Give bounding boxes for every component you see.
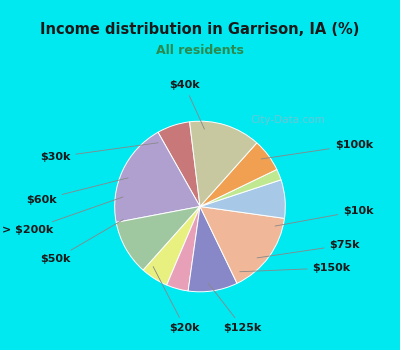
Text: $30k: $30k bbox=[40, 143, 158, 162]
Text: $100k: $100k bbox=[261, 140, 373, 159]
Wedge shape bbox=[200, 169, 281, 206]
Text: > $200k: > $200k bbox=[2, 197, 123, 236]
Wedge shape bbox=[167, 206, 200, 291]
Text: $75k: $75k bbox=[257, 240, 360, 258]
Text: All residents: All residents bbox=[156, 44, 244, 57]
Wedge shape bbox=[188, 206, 237, 292]
Wedge shape bbox=[200, 206, 284, 284]
Text: $60k: $60k bbox=[26, 178, 128, 205]
Wedge shape bbox=[200, 180, 285, 218]
Text: City-Data.com: City-Data.com bbox=[251, 116, 325, 125]
Text: $150k: $150k bbox=[240, 263, 351, 273]
Wedge shape bbox=[158, 122, 200, 206]
Text: $40k: $40k bbox=[169, 80, 204, 129]
Text: $20k: $20k bbox=[153, 267, 200, 332]
Wedge shape bbox=[143, 206, 200, 285]
Text: Income distribution in Garrison, IA (%): Income distribution in Garrison, IA (%) bbox=[40, 22, 360, 37]
Wedge shape bbox=[200, 143, 277, 206]
Wedge shape bbox=[190, 121, 257, 206]
Text: $125k: $125k bbox=[208, 284, 262, 332]
Text: $10k: $10k bbox=[275, 206, 374, 226]
Text: $50k: $50k bbox=[40, 219, 124, 264]
Wedge shape bbox=[116, 206, 200, 270]
Wedge shape bbox=[115, 132, 200, 222]
